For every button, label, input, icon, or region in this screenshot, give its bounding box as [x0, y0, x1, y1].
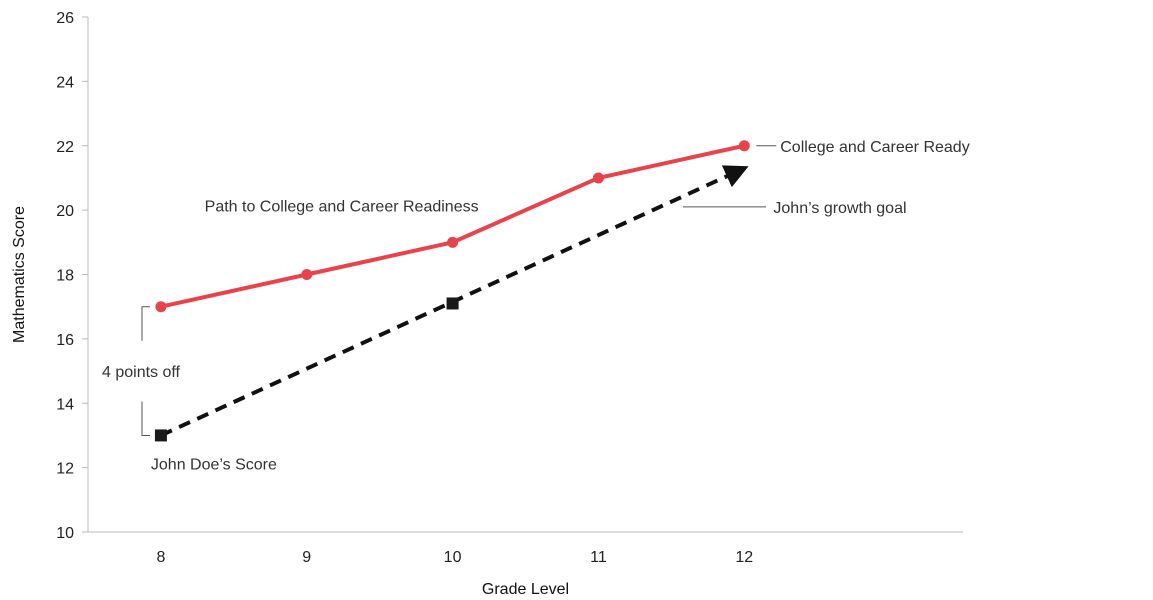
x-axis-title: Grade Level	[482, 581, 569, 598]
series-line-path-to-ccr	[160, 143, 745, 309]
y-tick-label: 22	[56, 139, 74, 156]
series-point-path-to-ccr	[447, 236, 459, 248]
ccr-label: College and Career Ready	[780, 139, 969, 156]
y-axis-title: Mathematics Score	[11, 206, 28, 343]
y-tick-label: 26	[56, 10, 74, 27]
y-tick-label: 16	[56, 332, 74, 349]
y-tick-label: 14	[56, 396, 74, 413]
gap-label: 4 points off	[102, 364, 181, 381]
x-tick-label: 9	[302, 549, 311, 566]
series-layer	[154, 140, 750, 442]
series-point-john-growth	[446, 297, 459, 310]
y-tick-label: 18	[56, 268, 74, 285]
x-tick-label: 12	[735, 549, 753, 566]
y-tick-label: 12	[56, 461, 74, 478]
series-point-path-to-ccr	[738, 140, 750, 152]
series-label-path: Path to College and Career Readiness	[205, 199, 479, 216]
y-tick-label: 10	[56, 525, 74, 542]
x-tick-label: 10	[444, 549, 462, 566]
john-score-label: John Doe’s Score	[151, 456, 277, 473]
x-tick-label: 11	[590, 549, 607, 566]
gap-bracket	[141, 306, 150, 436]
series-point-path-to-ccr	[155, 301, 167, 313]
annotations: Path to College and Career Readiness Col…	[102, 139, 970, 474]
x-ticks: 8 9 10 11 12	[156, 549, 753, 566]
series-point-path-to-ccr	[592, 172, 604, 184]
growth-goal-label: John’s growth goal	[773, 200, 906, 217]
y-ticks: 10 12 14 16 18 20 22 24 26	[56, 10, 88, 542]
y-tick-label: 24	[56, 74, 74, 91]
x-tick-label: 8	[156, 549, 165, 566]
series-point-path-to-ccr	[301, 269, 313, 280]
series-point-john-growth	[154, 429, 167, 442]
axes	[87, 17, 963, 533]
y-tick-label: 20	[56, 203, 74, 220]
